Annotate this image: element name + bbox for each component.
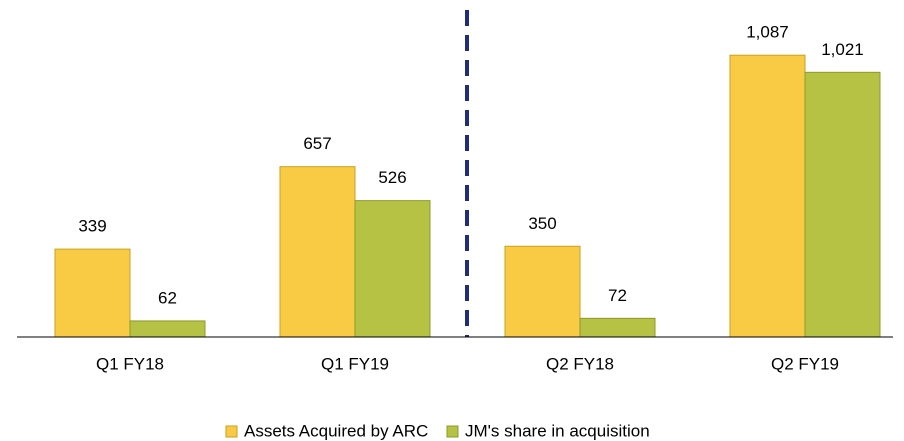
x-tick-label: Q2 FY19 bbox=[771, 354, 839, 373]
legend-label: JM's share in acquisition bbox=[465, 421, 650, 440]
bar bbox=[804, 71, 881, 338]
bar bbox=[279, 166, 356, 338]
legend-swatch bbox=[225, 425, 238, 438]
data-label: 350 bbox=[528, 214, 556, 233]
x-tick-label: Q2 FY18 bbox=[546, 354, 614, 373]
bar bbox=[504, 245, 581, 338]
bar bbox=[729, 54, 806, 338]
bar bbox=[129, 320, 206, 338]
data-label: 72 bbox=[608, 286, 627, 305]
data-label: 657 bbox=[303, 134, 331, 153]
bar bbox=[579, 317, 656, 338]
legend-swatch bbox=[446, 425, 459, 438]
bar bbox=[354, 200, 431, 338]
data-label: 339 bbox=[78, 217, 106, 236]
data-label: 1,021 bbox=[821, 40, 864, 59]
data-label: 62 bbox=[158, 288, 177, 307]
x-tick-label: Q1 FY18 bbox=[96, 354, 164, 373]
x-tick-label: Q1 FY19 bbox=[321, 354, 389, 373]
data-label: 1,087 bbox=[746, 23, 789, 42]
legend-label: Assets Acquired by ARC bbox=[244, 421, 428, 440]
bar bbox=[54, 248, 131, 338]
data-label: 526 bbox=[378, 168, 406, 187]
